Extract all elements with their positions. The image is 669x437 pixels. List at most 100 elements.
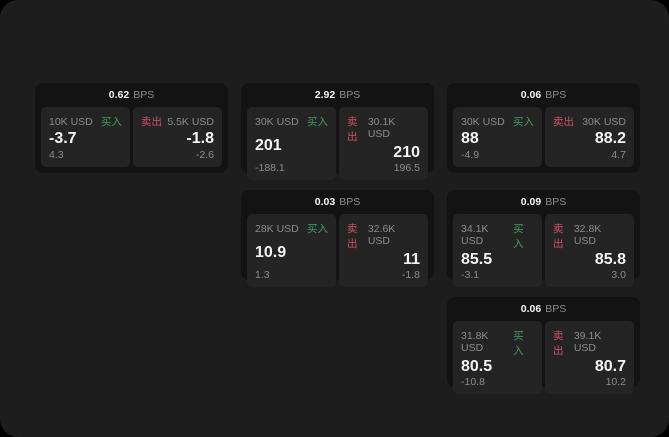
sell-amount: 30.1K USD bbox=[367, 116, 396, 140]
spread-header: 2.92 BPS bbox=[247, 88, 428, 103]
sell-price: 80.7 bbox=[594, 358, 626, 375]
sell-side-label: 卖出 bbox=[553, 223, 564, 250]
sell-price: 11 bbox=[403, 251, 420, 268]
bps-label: BPS bbox=[133, 89, 155, 101]
sell-price: 88.2 bbox=[594, 130, 626, 147]
sell-amount: 32.8K USD bbox=[573, 223, 602, 247]
buy-delta: 1.3 bbox=[255, 269, 270, 281]
buy-delta: -188.1 bbox=[255, 162, 285, 174]
buy-delta: -4.9 bbox=[461, 149, 480, 161]
buy-side-label: 买入 bbox=[513, 223, 524, 250]
buy-delta: -3.1 bbox=[461, 269, 480, 281]
spread-header: 0.03 BPS bbox=[247, 195, 428, 210]
spread-header: 0.06 BPS bbox=[453, 302, 634, 317]
spread-header: 0.06 BPS bbox=[453, 88, 634, 103]
sell-amount: 39.1K USD bbox=[573, 330, 602, 354]
buy-tile-top: 28K USD 买入 bbox=[255, 221, 328, 236]
spread-value: 0.03 bbox=[314, 196, 336, 208]
quote-card: 0.06 BPS 30K USD 买入 88 -4.9 卖出 30K USD 8… bbox=[447, 83, 640, 173]
buy-amount: 34.1K USD bbox=[461, 223, 489, 247]
quote-card-grid: 0.62 BPS 10K USD 买入 -3.7 4.3 卖出 5.5K USD… bbox=[35, 83, 640, 394]
buy-side-label: 买入 bbox=[307, 116, 328, 128]
sell-side-label: 卖出 bbox=[553, 116, 574, 128]
sell-delta: -1.8 bbox=[401, 269, 420, 281]
buy-tile-top: 30K USD 买入 bbox=[255, 114, 328, 129]
buy-tile-top: 30K USD 买入 bbox=[461, 114, 534, 129]
quote-card: 2.92 BPS 30K USD 买入 201 -188.1 卖出 30.1K … bbox=[241, 83, 434, 180]
sell-delta: 10.2 bbox=[605, 376, 626, 388]
buy-price: 80.5 bbox=[461, 358, 493, 375]
buy-price: 88 bbox=[461, 130, 479, 147]
sell-delta: 3.0 bbox=[611, 269, 626, 281]
buy-tile[interactable]: 30K USD 买入 88 -4.9 bbox=[453, 107, 542, 167]
buy-amount: 28K USD bbox=[255, 223, 299, 235]
sell-tile[interactable]: 卖出 30K USD 88.2 4.7 bbox=[545, 107, 634, 167]
sell-tile-top: 卖出 32.6K USD bbox=[347, 221, 420, 251]
sell-side-label: 卖出 bbox=[347, 116, 358, 143]
sell-delta: 196.5 bbox=[393, 162, 420, 174]
buy-tile[interactable]: 31.8K USD 买入 80.5 -10.8 bbox=[453, 321, 542, 394]
buy-price: 10.9 bbox=[255, 243, 287, 261]
sell-tile-top: 卖出 30.1K USD bbox=[347, 114, 420, 144]
sell-tile[interactable]: 卖出 39.1K USD 80.7 10.2 bbox=[545, 321, 634, 394]
sell-price: 210 bbox=[393, 144, 420, 161]
buy-tile-top: 31.8K USD 买入 bbox=[461, 328, 534, 358]
buy-tile[interactable]: 34.1K USD 买入 85.5 -3.1 bbox=[453, 214, 542, 287]
buy-tile-top: 34.1K USD 买入 bbox=[461, 221, 534, 251]
sell-tile-top: 卖出 30K USD bbox=[553, 114, 626, 129]
sell-side-label: 卖出 bbox=[347, 223, 358, 250]
buy-amount: 31.8K USD bbox=[461, 330, 489, 354]
quote-tiles: 31.8K USD 买入 80.5 -10.8 卖出 39.1K USD 80.… bbox=[453, 321, 634, 394]
buy-side-label: 买入 bbox=[101, 116, 122, 128]
sell-tile[interactable]: 卖出 30.1K USD 210 196.5 bbox=[339, 107, 428, 180]
sell-price: -1.8 bbox=[186, 130, 214, 147]
sell-tile[interactable]: 卖出 32.8K USD 85.8 3.0 bbox=[545, 214, 634, 287]
buy-price: -3.7 bbox=[49, 130, 77, 147]
quote-card: 0.09 BPS 34.1K USD 买入 85.5 -3.1 卖出 32.8K… bbox=[447, 190, 640, 287]
quote-tiles: 34.1K USD 买入 85.5 -3.1 卖出 32.8K USD 85.8… bbox=[453, 214, 634, 287]
sell-amount: 32.6K USD bbox=[367, 223, 396, 247]
quote-card: 0.03 BPS 28K USD 买入 10.9 1.3 卖出 32.6K US… bbox=[241, 190, 434, 287]
buy-price: 201 bbox=[255, 136, 282, 154]
quote-tiles: 28K USD 买入 10.9 1.3 卖出 32.6K USD 11 -1.8 bbox=[247, 214, 428, 287]
sell-tile-top: 卖出 5.5K USD bbox=[141, 114, 214, 129]
spread-header: 0.62 BPS bbox=[41, 88, 222, 103]
sell-tile-top: 卖出 39.1K USD bbox=[553, 328, 626, 358]
buy-amount: 30K USD bbox=[461, 116, 505, 128]
quote-tiles: 10K USD 买入 -3.7 4.3 卖出 5.5K USD -1.8 -2.… bbox=[41, 107, 222, 167]
quote-tiles: 30K USD 买入 201 -188.1 卖出 30.1K USD 210 1… bbox=[247, 107, 428, 180]
bps-label: BPS bbox=[339, 89, 361, 101]
quote-card: 0.06 BPS 31.8K USD 买入 80.5 -10.8 卖出 39.1… bbox=[447, 297, 640, 394]
buy-side-label: 买入 bbox=[513, 116, 534, 128]
sell-delta: 4.7 bbox=[611, 149, 626, 161]
buy-delta: 4.3 bbox=[49, 149, 64, 161]
sell-side-label: 卖出 bbox=[553, 330, 564, 357]
bps-label: BPS bbox=[545, 89, 567, 101]
spread-value: 2.92 bbox=[314, 89, 336, 101]
sell-price: 85.8 bbox=[594, 251, 626, 268]
buy-tile[interactable]: 28K USD 买入 10.9 1.3 bbox=[247, 214, 336, 287]
buy-price: 85.5 bbox=[461, 251, 493, 268]
spread-value: 0.06 bbox=[520, 89, 542, 101]
buy-side-label: 买入 bbox=[307, 223, 328, 235]
spread-value: 0.62 bbox=[108, 89, 130, 101]
spread-value: 0.09 bbox=[520, 196, 542, 208]
spread-value: 0.06 bbox=[520, 303, 542, 315]
buy-tile-top: 10K USD 买入 bbox=[49, 114, 122, 129]
sell-side-label: 卖出 bbox=[141, 116, 162, 128]
sell-delta: -2.6 bbox=[195, 149, 214, 161]
bps-label: BPS bbox=[545, 196, 567, 208]
buy-tile[interactable]: 30K USD 买入 201 -188.1 bbox=[247, 107, 336, 180]
quote-tiles: 30K USD 买入 88 -4.9 卖出 30K USD 88.2 4.7 bbox=[453, 107, 634, 167]
buy-tile[interactable]: 10K USD 买入 -3.7 4.3 bbox=[41, 107, 130, 167]
sell-tile[interactable]: 卖出 32.6K USD 11 -1.8 bbox=[339, 214, 428, 287]
sell-amount: 5.5K USD bbox=[167, 116, 214, 128]
spread-header: 0.09 BPS bbox=[453, 195, 634, 210]
bps-label: BPS bbox=[339, 196, 361, 208]
quote-card: 0.62 BPS 10K USD 买入 -3.7 4.3 卖出 5.5K USD… bbox=[35, 83, 228, 173]
sell-amount: 30K USD bbox=[582, 116, 626, 128]
sell-tile-top: 卖出 32.8K USD bbox=[553, 221, 626, 251]
bps-label: BPS bbox=[545, 303, 567, 315]
sell-tile[interactable]: 卖出 5.5K USD -1.8 -2.6 bbox=[133, 107, 222, 167]
